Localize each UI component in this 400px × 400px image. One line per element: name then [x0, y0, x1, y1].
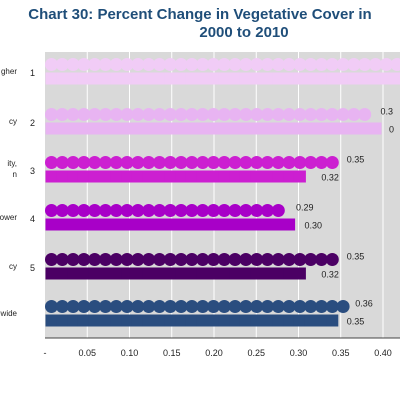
x-tick-labels: - 0.05 0.10 0.15 0.20 0.25 0.30 0.35 0.40 [44, 348, 392, 358]
data-label: 0.32 [321, 173, 339, 183]
data-label: 0.30 [305, 221, 323, 231]
bar-squares-1 [45, 72, 400, 85]
bar-circles-3 [45, 156, 339, 169]
bar-circles-4 [45, 204, 285, 217]
category-label: gher [1, 67, 17, 76]
bars [45, 58, 400, 327]
category-number: 5 [30, 263, 35, 273]
bar-circles-5 [45, 253, 339, 266]
category-number: 4 [30, 214, 35, 224]
category-label: cy [9, 117, 17, 126]
data-label: 0.29 [296, 203, 314, 213]
x-tick-label: 0.40 [374, 348, 392, 358]
gridlines [45, 52, 400, 339]
bar-circles-1 [45, 58, 400, 71]
data-label: 0.32 [321, 270, 339, 280]
category-label: n [13, 170, 17, 179]
category-label: ty-wide [0, 309, 18, 318]
bar-squares-4 [45, 218, 296, 231]
bar-squares-3 [45, 170, 306, 183]
category-label: ower [0, 213, 17, 222]
x-tick-label: 0.35 [332, 348, 350, 358]
bar-circles-6 [45, 300, 350, 313]
data-labels: 0.3 0.35 0.29 0.35 0.36 0 0.32 0.30 0.32 0.35 [296, 107, 394, 327]
bar-squares-2 [45, 122, 382, 135]
data-label: 0.3 [381, 107, 394, 117]
chart-title-line-2: 2000 to 2010 [199, 24, 289, 41]
x-tick-label: 0.15 [163, 348, 181, 358]
bar-squares-5 [45, 267, 306, 280]
x-tick-label: 0.30 [290, 348, 308, 358]
data-label: 0.35 [347, 252, 365, 262]
category-number: 3 [30, 166, 35, 176]
bar-circles-2 [45, 108, 372, 121]
category-number: 2 [30, 118, 35, 128]
data-label: 0.35 [347, 155, 365, 165]
data-label: 0.36 [355, 299, 373, 309]
data-label: 0.35 [347, 317, 365, 327]
category-labels: 1 gher 2 cy 3 ity, n 4 ower 5 cy ty-wide [0, 67, 35, 318]
x-tick-label: 0.25 [247, 348, 265, 358]
data-label: 0 [389, 125, 394, 135]
x-tick-label: 0.05 [78, 348, 96, 358]
category-label: ity, [7, 159, 17, 168]
plot-background [45, 52, 400, 338]
bar-squares-6 [45, 314, 339, 327]
x-tick-label: - [44, 348, 47, 358]
chart-title: Chart 30: Percent Change in Vegetative C… [0, 6, 400, 42]
category-label: cy [9, 262, 17, 271]
chart-title-line-1: Chart 30: Percent Change in Vegetative C… [28, 6, 372, 23]
category-number: 1 [30, 68, 35, 78]
x-tick-label: 0.10 [121, 348, 139, 358]
x-tick-label: 0.20 [205, 348, 223, 358]
